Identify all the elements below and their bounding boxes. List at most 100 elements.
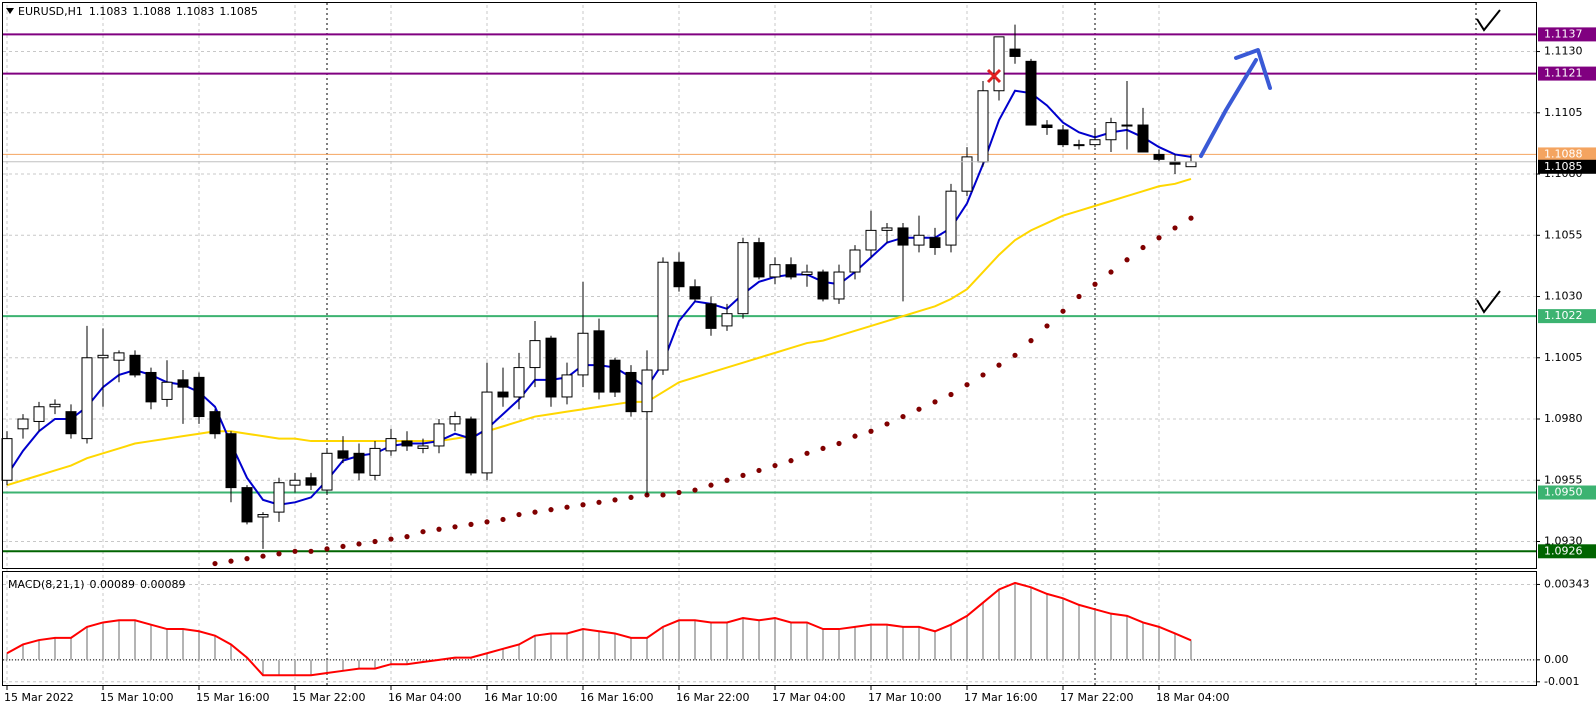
candle-body xyxy=(961,156,973,192)
sar-dot xyxy=(1060,308,1066,314)
sar-dot xyxy=(564,504,570,510)
candle-body xyxy=(1057,129,1069,146)
sar-dot xyxy=(580,502,586,508)
sar-dot xyxy=(884,421,890,427)
price-level-tag xyxy=(1538,544,1596,559)
candle-body xyxy=(321,452,333,491)
sar-dot xyxy=(212,560,218,567)
sar-dot xyxy=(1140,244,1146,251)
y-tick-label: 1.1130 xyxy=(1544,45,1583,58)
sar-dot xyxy=(532,509,538,515)
y-tick-label: 0.00343 xyxy=(1544,577,1590,590)
candle-body xyxy=(561,374,573,398)
signal-line xyxy=(6,581,1192,677)
sar-dot xyxy=(708,482,714,488)
sar-dot xyxy=(996,362,1002,368)
sar-dot xyxy=(484,519,490,525)
y-tick-label: 1.1105 xyxy=(1544,106,1583,119)
candle-body xyxy=(145,371,157,403)
candle-body xyxy=(209,411,221,435)
sar-dot xyxy=(676,489,682,496)
candle-body xyxy=(881,227,893,231)
y-tick-label: 1.1005 xyxy=(1544,351,1583,364)
candle-body xyxy=(657,261,669,371)
sar-dot xyxy=(740,472,746,478)
sar-dot xyxy=(1188,215,1194,221)
price-level-label: 1.0950 xyxy=(1544,486,1583,499)
candle-body xyxy=(193,376,205,418)
sar-dot xyxy=(228,558,234,564)
candle-body xyxy=(1185,161,1197,168)
sar-dot xyxy=(1044,323,1050,329)
candle-body xyxy=(753,242,765,278)
candle-body xyxy=(1,438,13,481)
sar-dot xyxy=(836,440,842,447)
sar-dot xyxy=(804,450,810,456)
candle-body xyxy=(465,418,477,474)
price-level-tag xyxy=(1538,309,1596,324)
candle-body xyxy=(945,190,957,246)
price-level-label: 1.1121 xyxy=(1544,67,1583,80)
x-tick-label: 17 Mar 10:00 xyxy=(868,691,941,704)
x-tick-label: 17 Mar 22:00 xyxy=(1060,691,1133,704)
candle-body xyxy=(673,261,685,288)
sar-dot xyxy=(900,413,906,420)
sar-dot xyxy=(820,445,826,452)
candle-body xyxy=(1025,60,1037,126)
sar-dot xyxy=(420,529,426,535)
candle-body xyxy=(49,403,61,408)
price-level-tag xyxy=(1538,66,1596,81)
sar-dot xyxy=(724,477,730,483)
x-tick-label: 16 Mar 16:00 xyxy=(580,691,653,704)
candle-body xyxy=(177,379,189,388)
sar-dot xyxy=(1012,352,1018,358)
x-tick-label: 17 Mar 16:00 xyxy=(964,691,1037,704)
candle-body xyxy=(497,391,509,398)
x-tick-label: 18 Mar 04:00 xyxy=(1156,691,1229,704)
symbol: EURUSD,H1 xyxy=(18,5,83,18)
main-frame xyxy=(2,2,1537,569)
y-tick-label: 1.0955 xyxy=(1544,473,1583,486)
price-level-tag xyxy=(1538,485,1596,500)
sar-dot xyxy=(548,507,554,513)
sar-dot xyxy=(404,534,410,540)
sar-dot xyxy=(772,462,778,469)
candle-body xyxy=(417,445,429,449)
bid-tag xyxy=(1538,159,1596,174)
candle-body xyxy=(529,340,541,369)
sar-dot xyxy=(932,399,938,405)
menu-triangle[interactable] xyxy=(6,8,14,14)
chart-header: EURUSD,H1 1.1083 1.1088 1.1083 1.1085 xyxy=(18,5,258,18)
x-tick-label: 16 Mar 04:00 xyxy=(388,691,461,704)
check-mark xyxy=(1476,290,1501,314)
candle-body xyxy=(993,36,1005,92)
sar-dot xyxy=(628,494,634,501)
candle-body xyxy=(577,332,589,376)
sar-dot xyxy=(916,406,922,412)
macd-signal: 0.00089 xyxy=(140,578,186,591)
sar-dot xyxy=(340,543,346,550)
price-level-label: 1.1022 xyxy=(1544,309,1583,322)
candle-body xyxy=(1121,124,1133,127)
check-mark xyxy=(1476,9,1501,32)
candle-body xyxy=(1153,153,1165,160)
sar-dot xyxy=(292,548,298,554)
candle-body xyxy=(241,487,253,523)
sar-dot xyxy=(500,516,506,523)
candle-body xyxy=(433,423,445,447)
x-tick-label: 16 Mar 22:00 xyxy=(676,691,749,704)
cross-mark xyxy=(986,68,1002,84)
sar-dot xyxy=(948,391,954,398)
sar-dot xyxy=(1124,257,1130,263)
candle-body xyxy=(369,447,381,476)
ask-label: 1.1088 xyxy=(1544,147,1583,160)
candle-body xyxy=(785,264,797,278)
candle-body xyxy=(1009,48,1021,57)
y-tick-label: 1.0930 xyxy=(1544,535,1583,548)
low: 1.1083 xyxy=(176,5,215,18)
candle-body xyxy=(305,477,317,486)
sar-dot xyxy=(692,487,698,493)
x-tick-label: 15 Mar 2022 xyxy=(4,691,74,704)
y-tick-label: 1.1030 xyxy=(1544,290,1583,303)
